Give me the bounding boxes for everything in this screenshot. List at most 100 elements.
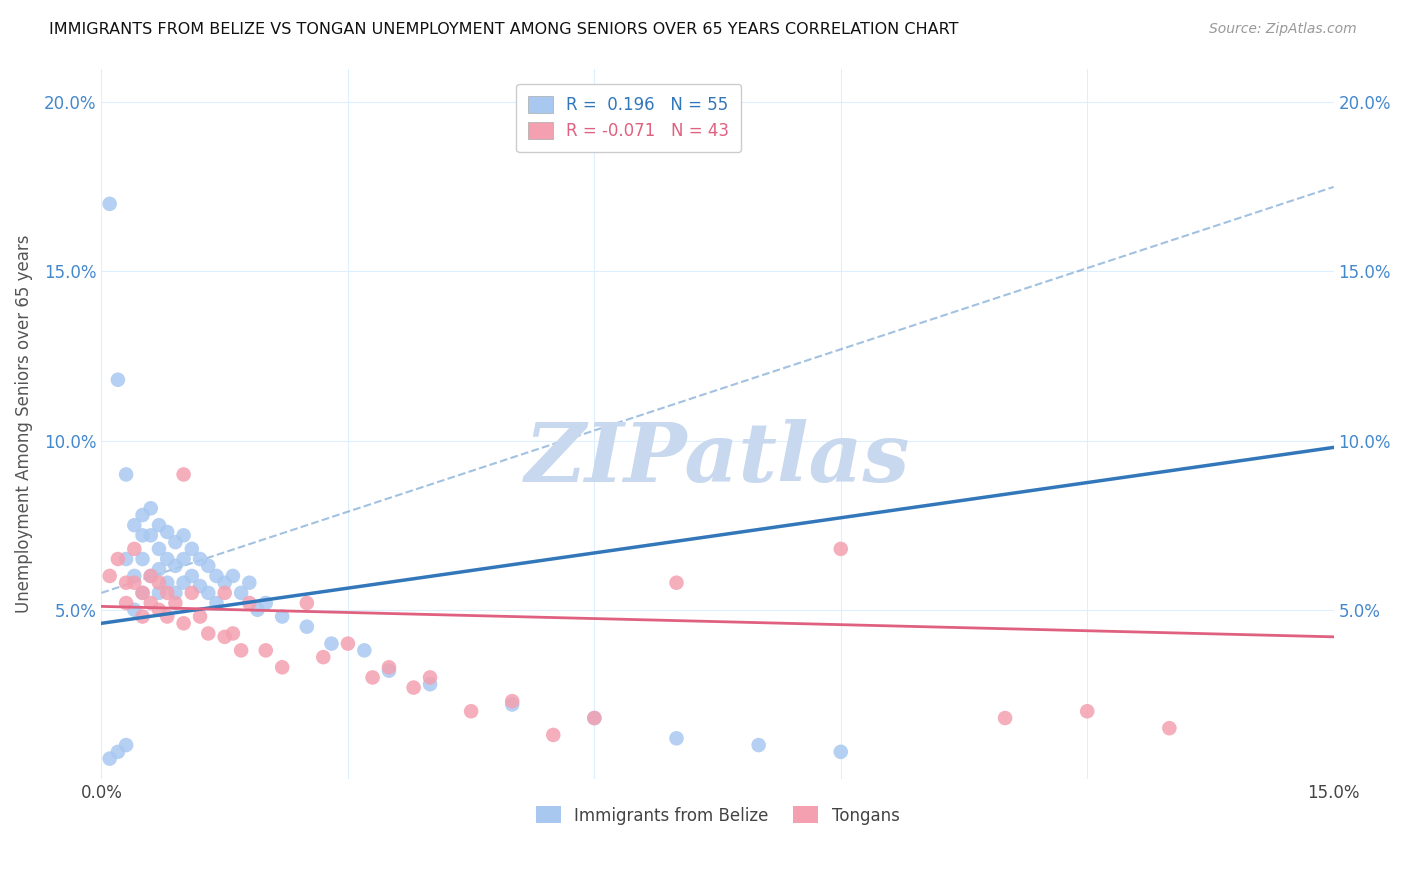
Point xyxy=(139,596,162,610)
Point xyxy=(378,660,401,674)
Point xyxy=(254,596,277,610)
Point xyxy=(238,596,260,610)
Point xyxy=(139,569,162,583)
Point xyxy=(501,694,523,708)
Point xyxy=(336,637,359,651)
Point xyxy=(156,586,179,600)
Point xyxy=(124,569,146,583)
Legend: Immigrants from Belize, Tongans: Immigrants from Belize, Tongans xyxy=(526,797,910,835)
Point xyxy=(148,586,170,600)
Point xyxy=(361,670,384,684)
Point xyxy=(180,569,202,583)
Text: Source: ZipAtlas.com: Source: ZipAtlas.com xyxy=(1209,22,1357,37)
Point xyxy=(419,677,441,691)
Point xyxy=(583,711,606,725)
Point xyxy=(583,711,606,725)
Point xyxy=(271,609,294,624)
Point xyxy=(115,575,138,590)
Point xyxy=(115,738,138,752)
Point xyxy=(115,467,138,482)
Point xyxy=(214,575,236,590)
Point xyxy=(98,751,121,765)
Point xyxy=(173,528,195,542)
Point xyxy=(501,698,523,712)
Point xyxy=(124,575,146,590)
Point xyxy=(188,609,211,624)
Point xyxy=(148,518,170,533)
Point xyxy=(148,562,170,576)
Point xyxy=(148,575,170,590)
Point xyxy=(254,643,277,657)
Point xyxy=(131,609,153,624)
Point xyxy=(165,596,187,610)
Point xyxy=(139,569,162,583)
Point xyxy=(830,541,852,556)
Point xyxy=(1076,704,1098,718)
Point xyxy=(295,596,318,610)
Point xyxy=(205,569,228,583)
Point xyxy=(107,552,129,566)
Point xyxy=(115,552,138,566)
Y-axis label: Unemployment Among Seniors over 65 years: Unemployment Among Seniors over 65 years xyxy=(15,235,32,613)
Point xyxy=(229,643,252,657)
Text: IMMIGRANTS FROM BELIZE VS TONGAN UNEMPLOYMENT AMONG SENIORS OVER 65 YEARS CORREL: IMMIGRANTS FROM BELIZE VS TONGAN UNEMPLO… xyxy=(49,22,959,37)
Point xyxy=(124,541,146,556)
Point xyxy=(173,616,195,631)
Point xyxy=(148,541,170,556)
Point xyxy=(156,575,179,590)
Point xyxy=(353,643,375,657)
Point xyxy=(173,575,195,590)
Text: ZIPatlas: ZIPatlas xyxy=(524,419,910,500)
Point xyxy=(131,586,153,600)
Point xyxy=(994,711,1017,725)
Point xyxy=(295,620,318,634)
Point xyxy=(665,731,688,746)
Point xyxy=(139,501,162,516)
Point xyxy=(188,552,211,566)
Point xyxy=(830,745,852,759)
Point xyxy=(165,586,187,600)
Point xyxy=(197,626,219,640)
Point xyxy=(229,586,252,600)
Point xyxy=(156,552,179,566)
Point xyxy=(222,569,245,583)
Point xyxy=(124,603,146,617)
Point xyxy=(197,558,219,573)
Point xyxy=(107,745,129,759)
Point xyxy=(188,579,211,593)
Point xyxy=(165,535,187,549)
Point xyxy=(139,528,162,542)
Point xyxy=(131,552,153,566)
Point xyxy=(180,586,202,600)
Point xyxy=(98,569,121,583)
Point xyxy=(460,704,482,718)
Point xyxy=(402,681,425,695)
Point xyxy=(748,738,770,752)
Point xyxy=(238,575,260,590)
Point xyxy=(222,626,245,640)
Point xyxy=(543,728,565,742)
Point xyxy=(131,586,153,600)
Point xyxy=(271,660,294,674)
Point xyxy=(165,558,187,573)
Point xyxy=(312,650,335,665)
Point xyxy=(173,467,195,482)
Point xyxy=(98,197,121,211)
Point xyxy=(1159,721,1181,735)
Point xyxy=(214,586,236,600)
Point xyxy=(124,518,146,533)
Point xyxy=(107,373,129,387)
Point xyxy=(214,630,236,644)
Point xyxy=(665,575,688,590)
Point xyxy=(378,664,401,678)
Point xyxy=(131,508,153,522)
Point xyxy=(156,524,179,539)
Point xyxy=(148,603,170,617)
Point xyxy=(321,637,343,651)
Point xyxy=(205,596,228,610)
Point xyxy=(173,552,195,566)
Point xyxy=(246,603,269,617)
Point xyxy=(131,528,153,542)
Point xyxy=(180,541,202,556)
Point xyxy=(419,670,441,684)
